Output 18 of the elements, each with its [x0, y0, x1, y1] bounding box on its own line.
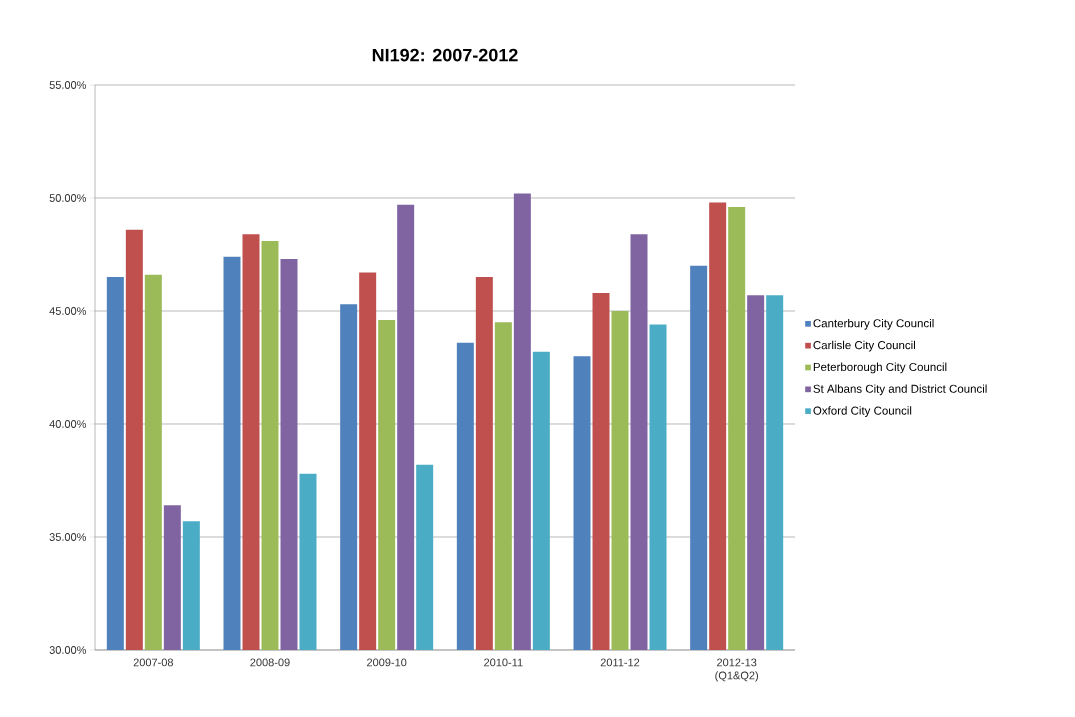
x-tick-label: 2011-12	[600, 658, 640, 667]
x-tick-label: 2010-11	[484, 658, 523, 667]
x-tick-label: 2009-10	[367, 658, 407, 667]
legend-label: Carlisle City Council	[813, 340, 915, 352]
y-tick-label: 30.00%	[49, 646, 87, 654]
x-tick-label: 2012-13 (Q1&Q2)	[715, 658, 758, 682]
y-tick-label: 50.00%	[49, 194, 87, 202]
legend-label: Canterbury City Council	[813, 318, 934, 330]
y-tick-label: 40.00%	[49, 420, 87, 428]
x-tick-label: 2007-08	[133, 658, 174, 667]
legend-label: Oxford City Council	[813, 406, 912, 417]
y-tick-label: 55.00%	[49, 81, 87, 89]
legend-label: Peterborough City Council	[813, 362, 947, 374]
y-tick-label: 35.00%	[49, 533, 87, 541]
y-tick-label: 45.00%	[49, 307, 87, 315]
x-tick-label: 2008-09	[250, 658, 290, 667]
legend-label: St Albans City and District Council	[813, 384, 987, 396]
chart-title: NI192: 2007-2012	[372, 48, 518, 62]
